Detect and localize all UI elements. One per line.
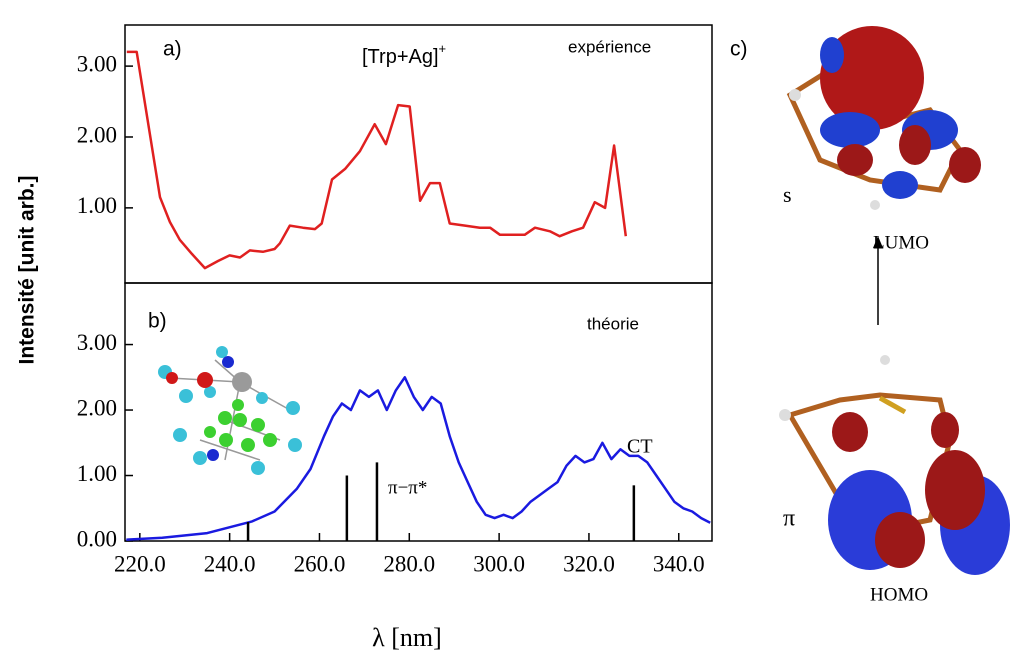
annotation: CT <box>627 436 653 458</box>
line <box>126 376 711 541</box>
x-tick-label: 340.0 <box>653 551 705 576</box>
x-tick-label: 220.0 <box>114 551 166 576</box>
orbital-symbol: s <box>783 182 792 207</box>
y-tick-label: 1.00 <box>77 193 117 218</box>
x-tick-label: 280.0 <box>383 551 435 576</box>
homo-orbital <box>779 355 1010 575</box>
annotation: théorie <box>587 314 639 333</box>
y-tick-label: 2.00 <box>77 395 117 420</box>
orbital-name: LUMO <box>873 232 929 253</box>
plot-frame <box>124 282 713 542</box>
panel-label: b) <box>148 310 167 333</box>
lumo-orbital <box>786 26 981 210</box>
y-tick-label: 3.00 <box>77 330 117 355</box>
annotation: [Trp+Ag]+ <box>362 41 446 68</box>
molecule-inset <box>158 346 302 475</box>
y-tick-label: 2.00 <box>77 122 117 147</box>
annotation: π−π* <box>388 477 427 498</box>
y-tick-label: 0.00 <box>77 526 117 551</box>
y-tick-label: 1.00 <box>77 461 117 486</box>
panel-label: a) <box>163 38 182 61</box>
y-axis-label: Intensité [unit arb.] <box>16 176 39 365</box>
x-tick-label: 260.0 <box>294 551 346 576</box>
annotation-text: [Trp+Ag] <box>362 46 439 68</box>
y-tick-label: 3.00 <box>77 51 117 76</box>
x-tick-label: 240.0 <box>204 551 256 576</box>
line <box>126 50 628 270</box>
orbital-symbol: π <box>783 506 795 532</box>
panel-label: c) <box>730 38 748 61</box>
annotation: expérience <box>568 37 651 56</box>
orbital-name: HOMO <box>870 584 928 605</box>
x-tick-label: 300.0 <box>473 551 525 576</box>
arrow-head <box>873 236 883 248</box>
annotation-sup: + <box>439 41 447 56</box>
x-tick-label: 320.0 <box>563 551 615 576</box>
x-axis-label: λ [nm] <box>372 623 442 652</box>
